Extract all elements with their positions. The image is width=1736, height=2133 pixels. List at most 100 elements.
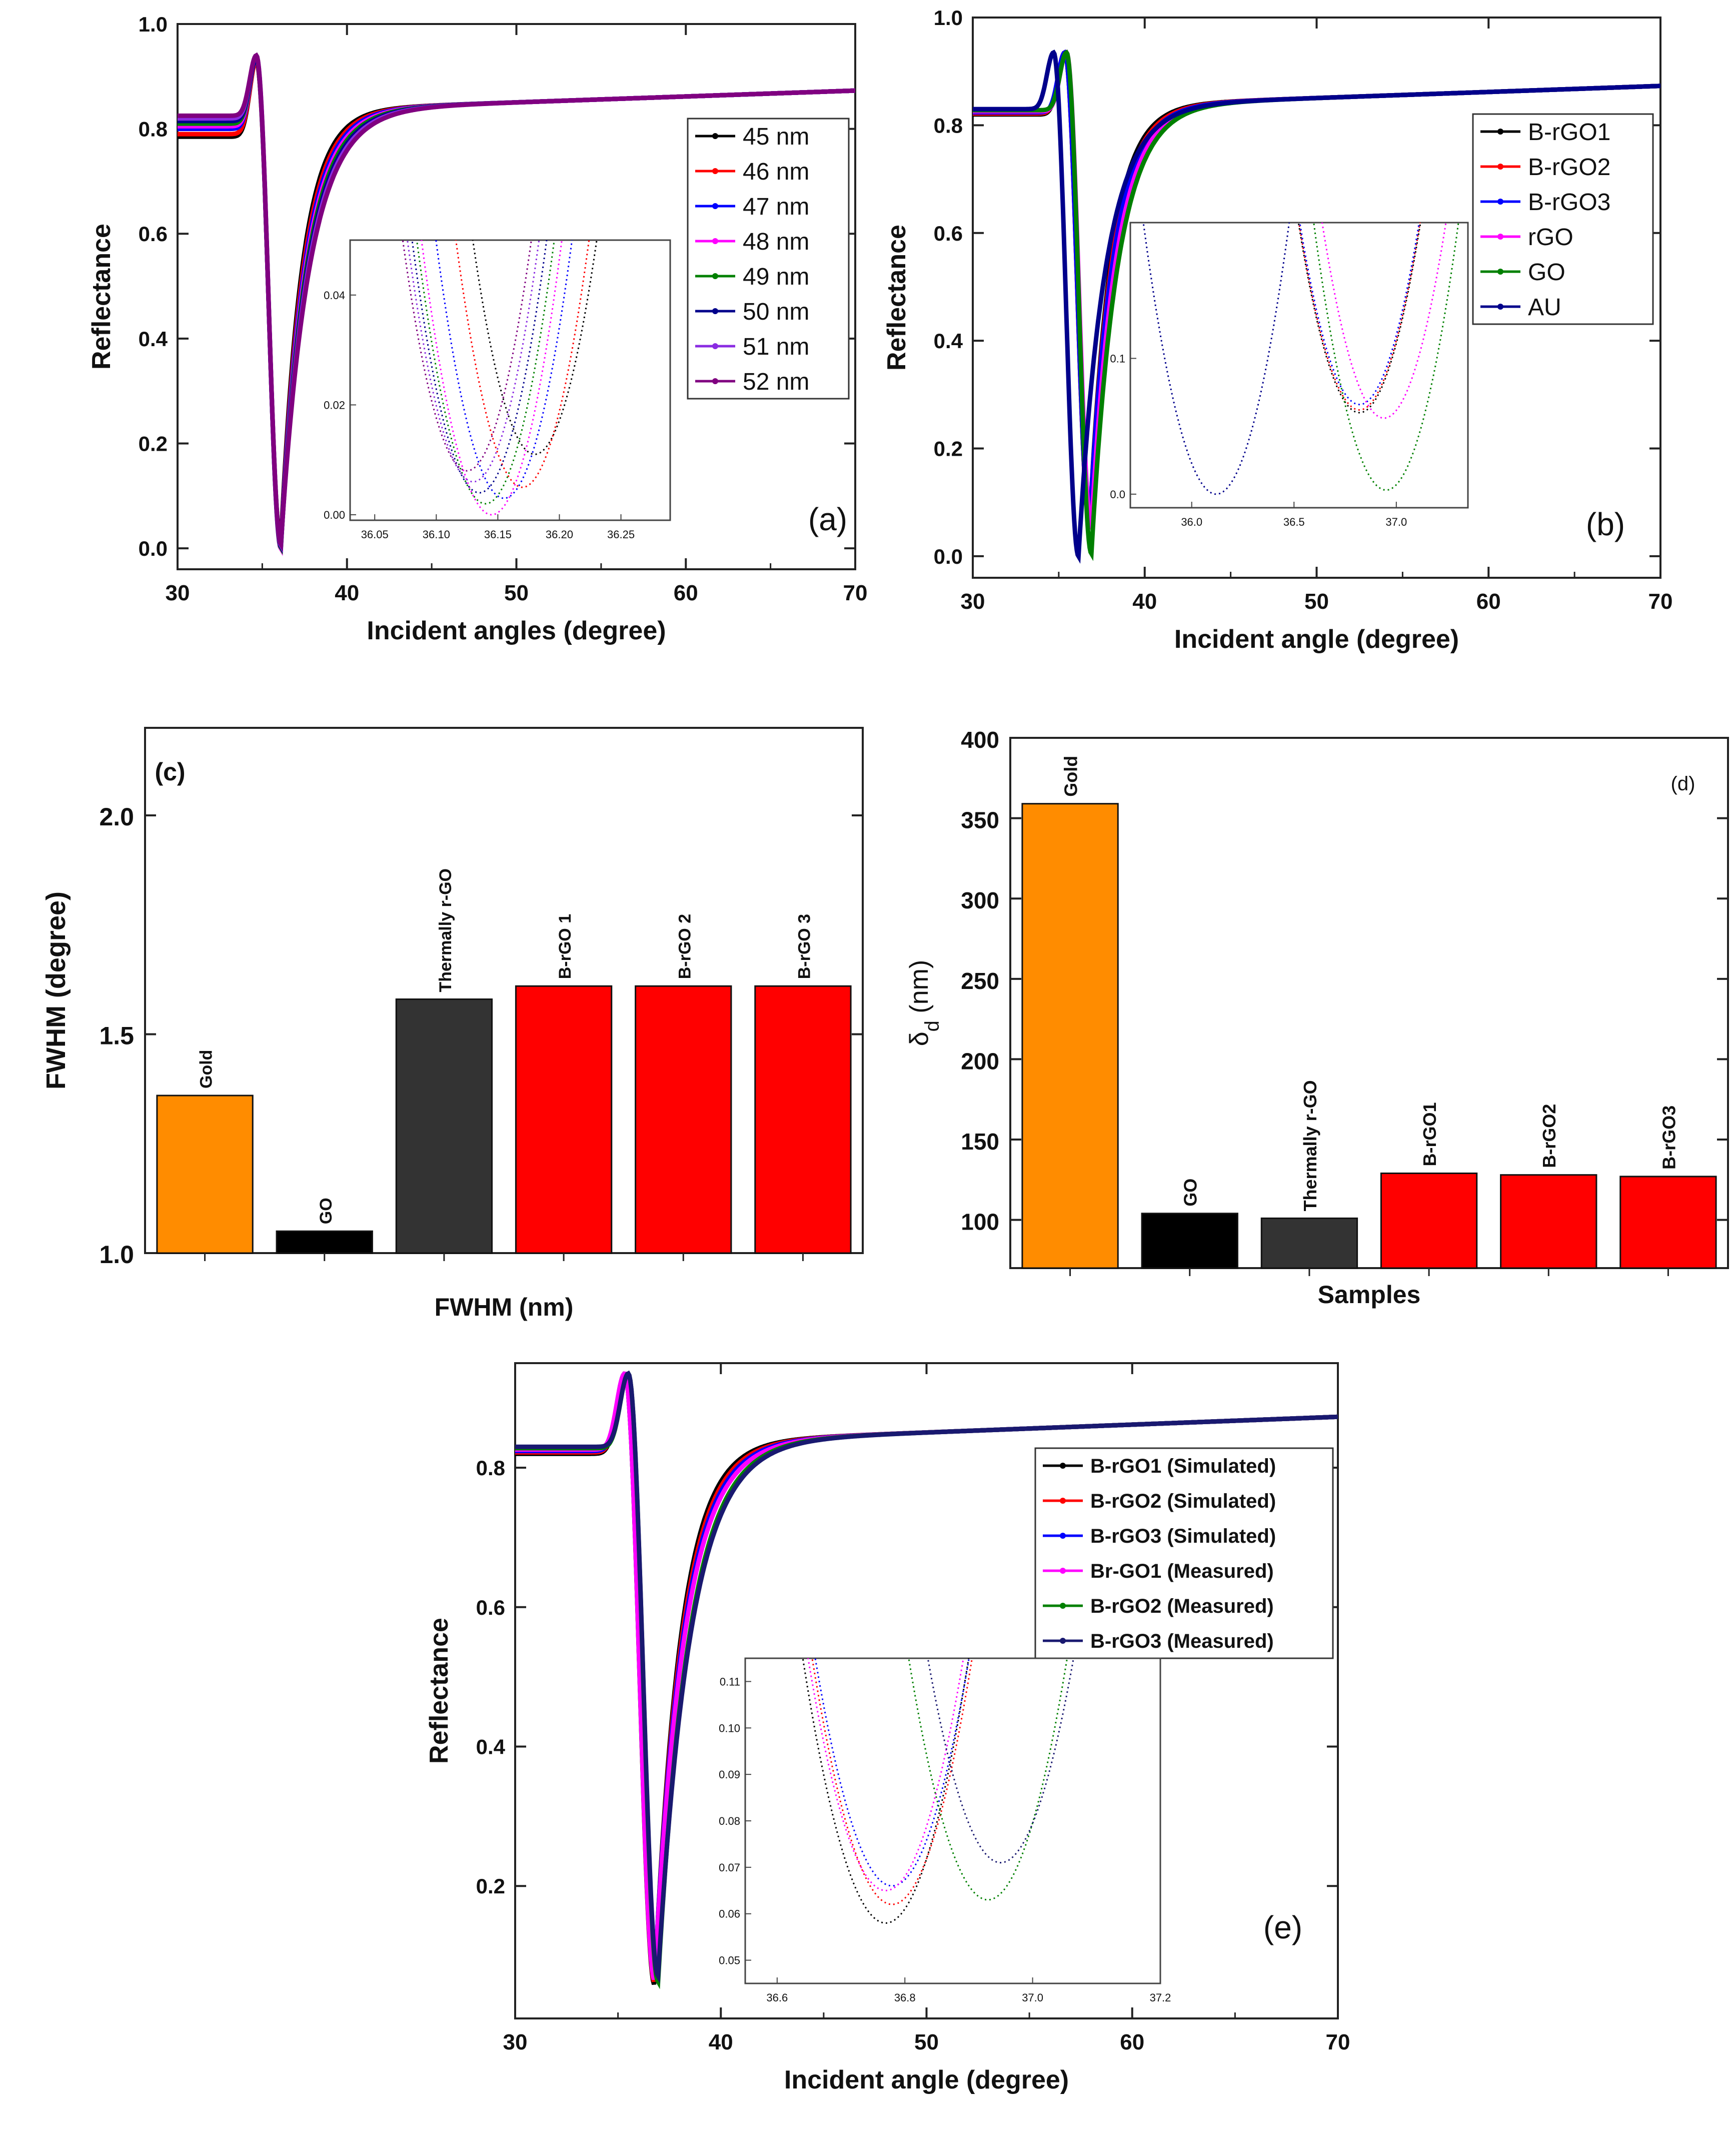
legend-label: 47 nm	[743, 194, 809, 220]
bar-category-label: B-rGO1	[1419, 1102, 1440, 1166]
legend-marker	[712, 308, 718, 314]
inset-curves	[402, 240, 598, 516]
x-tick-label: 70	[843, 581, 868, 605]
bar	[1021, 803, 1119, 1269]
y-axis-title: δd (nm)	[905, 960, 943, 1046]
x-tick-label: 70	[1326, 2030, 1350, 2054]
inset-x-tick-label: 36.20	[546, 528, 573, 541]
y-tick-label: 0.0	[139, 537, 168, 560]
y-tick-label: 0.4	[934, 329, 963, 353]
inset-y-tick-label: 0.10	[719, 1722, 740, 1734]
y-tick-label: 100	[961, 1209, 999, 1235]
inset-x-tick-label: 37.0	[1022, 1991, 1043, 2004]
x-tick-label: 70	[1648, 589, 1673, 614]
y-tick-label: 0.4	[139, 327, 168, 351]
inset-curve	[811, 1658, 973, 1905]
x-tick-label: 40	[1132, 589, 1157, 614]
x-tick-label: 40	[335, 581, 359, 605]
plot-c-frame	[144, 727, 864, 1254]
x-tick-label: 60	[1120, 2030, 1144, 2054]
y-tick-label: 2.0	[99, 803, 134, 831]
inset: 36.0 36.5 37.0 0.0 0.1	[1110, 222, 1469, 528]
bar	[635, 985, 732, 1254]
inset-y-tick-label: 0.11	[720, 1675, 740, 1688]
legend-marker	[1497, 164, 1503, 170]
y-tick-label: 0.2	[934, 437, 963, 461]
y-tick-label: 250	[961, 968, 999, 994]
bar-category-label: B-rGO 2	[675, 914, 694, 979]
panel-e: 30 40 50 60 70 0.2 0.4 0.6 0.8 Incident angle (de…	[425, 1362, 1350, 2094]
legend-label: B-rGO3 (Simulated)	[1090, 1525, 1276, 1547]
inset: 36.6 36.8 37.0 37.2 0.05 0.06 0.07 0.08 0.09 0.10…	[719, 1657, 1171, 2004]
inset-x-tick-label: 36.15	[484, 528, 512, 541]
inset-y-tick-label: 0.06	[719, 1908, 740, 1920]
bar	[276, 1230, 373, 1254]
legend-box	[1472, 113, 1654, 325]
inset-curve	[1298, 223, 1421, 411]
legend-label: rGO	[1528, 224, 1573, 251]
y-axis-title: Reflectance	[87, 224, 116, 370]
panel-d: 100 150 200 250 300 350 400 Gold GO Thermally r-G…	[905, 727, 1729, 1309]
y-tick-label: 1.5	[99, 1022, 134, 1050]
legend-label: 48 nm	[743, 229, 809, 255]
legend-label: Br-GO1 (Measured)	[1090, 1560, 1274, 1582]
x-axis-title: Incident angle (degree)	[784, 2065, 1069, 2094]
inset-curves	[1142, 223, 1459, 495]
y-tick-label: 0.0	[934, 545, 963, 568]
inset-y-tick-label: 0.04	[324, 289, 345, 302]
y-tick-label: 0.8	[139, 118, 168, 141]
inset-curve	[421, 240, 563, 516]
series-group	[973, 49, 1660, 564]
legend-label: 45 nm	[743, 124, 809, 150]
y-tick-label: 0.8	[476, 1456, 505, 1480]
inset-frame	[744, 1657, 1161, 1984]
legend-marker	[1060, 1498, 1066, 1504]
y-axis-title: Reflectance	[425, 1618, 454, 1764]
series-line	[973, 50, 1660, 564]
legend-box	[687, 118, 850, 400]
bar	[754, 985, 852, 1254]
bar-category-label: B-rGO2	[1539, 1104, 1559, 1168]
legend-marker	[1497, 304, 1503, 310]
bar	[1260, 1217, 1358, 1269]
inset-curve	[1297, 223, 1421, 414]
legend-label: AU	[1528, 294, 1561, 321]
inset-y-tick-label: 0.09	[719, 1768, 740, 1781]
y-tick-label: 1.0	[99, 1241, 134, 1269]
legend-marker	[712, 273, 718, 279]
x-axis-title: FWHM (nm)	[435, 1293, 574, 1321]
y-tick-label: 1.0	[139, 13, 168, 36]
inset-y-tick-label: 0.05	[719, 1954, 740, 1967]
x-tick-label: 60	[674, 581, 698, 605]
bar-category-label: Gold	[1061, 756, 1081, 797]
inset-y-tick-label: 0.02	[324, 399, 345, 411]
x-tick-label: 30	[503, 2030, 528, 2054]
inset-x-tick-label: 37.2	[1150, 1991, 1171, 2004]
panel-label: (d)	[1671, 773, 1695, 795]
legend-marker	[712, 168, 718, 174]
x-tick-label: 50	[914, 2030, 939, 2054]
legend-label: GO	[1528, 259, 1565, 286]
x-tick-label: 50	[504, 581, 529, 605]
legend-marker	[712, 343, 718, 349]
x-tick-label: 60	[1476, 589, 1501, 614]
bar-category-label: B-rGO 3	[795, 914, 814, 979]
legend-marker	[712, 203, 718, 209]
inset-x-tick-label: 36.6	[766, 1991, 788, 2004]
inset-frame	[349, 239, 671, 521]
legend-label: B-rGO2	[1528, 154, 1610, 181]
y-tick-label: 0.2	[476, 1874, 505, 1898]
x-tick-label: 30	[166, 581, 190, 605]
bar	[515, 985, 613, 1254]
legend-label: 51 nm	[743, 334, 809, 360]
bar-category-label: Thermally r-GO	[1300, 1080, 1320, 1211]
legend-marker	[1060, 1638, 1066, 1644]
legend-marker	[1497, 129, 1503, 135]
inset-curve	[402, 240, 532, 472]
legend-marker	[712, 133, 718, 139]
inset-x-tick-label: 36.25	[607, 528, 635, 541]
inset-y-tick-label: 0.0	[1110, 488, 1125, 501]
inset-y-tick-label: 0.1	[1110, 352, 1125, 365]
x-tick-label: 30	[961, 589, 985, 614]
panel-label: (c)	[155, 758, 185, 786]
